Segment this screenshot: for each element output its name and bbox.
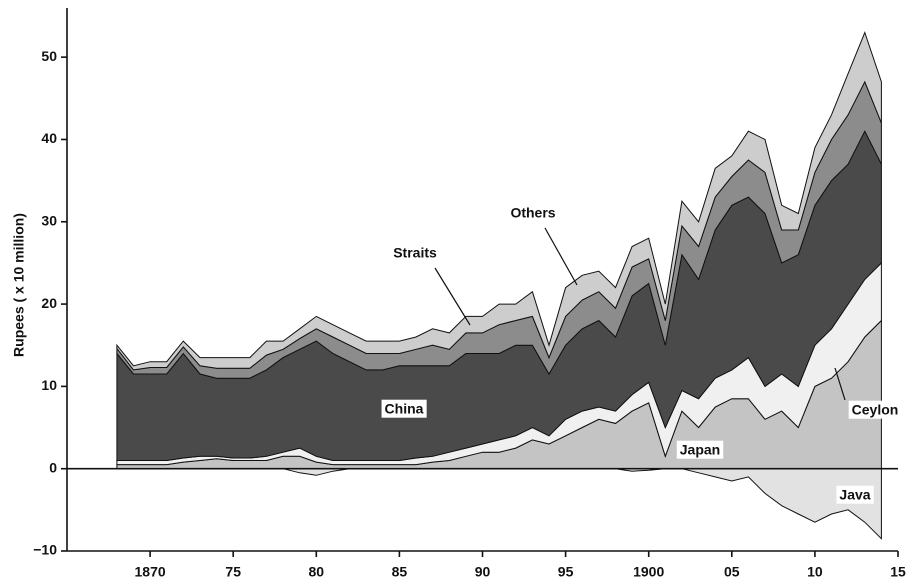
leader-line <box>434 267 471 326</box>
series-label: Straits <box>393 245 437 261</box>
leader-line <box>544 227 578 286</box>
leader-line <box>834 367 846 401</box>
y-tick-label: −10 <box>33 542 57 558</box>
y-tick-label: 10 <box>41 377 57 393</box>
label-box <box>676 440 724 459</box>
y-tick-label: 30 <box>41 212 57 228</box>
label-box <box>848 400 902 419</box>
y-tick-label: 20 <box>41 295 57 311</box>
y-tick-label: 50 <box>41 48 57 64</box>
x-tick-label: 75 <box>225 564 241 580</box>
series-label: Java <box>839 487 870 503</box>
x-tick-label: 90 <box>475 564 491 580</box>
x-tick-label: 10 <box>807 564 823 580</box>
x-tick-label: 95 <box>558 564 574 580</box>
y-tick-label: 40 <box>41 130 57 146</box>
x-tick-label: 80 <box>309 564 325 580</box>
series-label: Others <box>510 205 555 221</box>
x-tick-label: 1900 <box>633 564 664 580</box>
label-box <box>381 399 427 418</box>
series-label: Japan <box>680 442 720 458</box>
x-tick-label: 1870 <box>135 564 166 580</box>
series-label: China <box>385 401 424 417</box>
y-axis-label: Rupees ( x 10 million) <box>11 213 27 357</box>
label-box <box>836 485 874 504</box>
area <box>116 468 882 540</box>
x-tick-label: 15 <box>890 564 906 580</box>
series-label: Ceylon <box>852 402 899 418</box>
area <box>116 31 882 371</box>
x-tick-label: 85 <box>392 564 408 580</box>
y-tick-label: 0 <box>49 459 57 475</box>
x-tick-label: 05 <box>724 564 740 580</box>
